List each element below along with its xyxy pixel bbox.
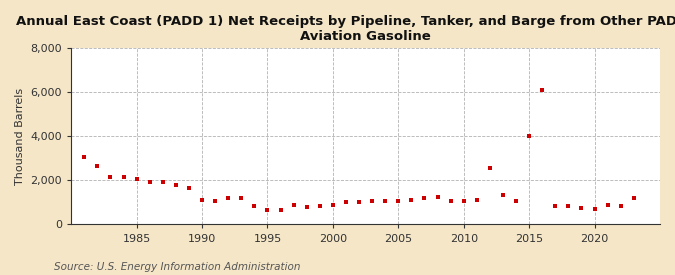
Point	[79, 155, 90, 160]
Point	[471, 198, 482, 202]
Y-axis label: Thousand Barrels: Thousand Barrels	[15, 88, 25, 185]
Point	[249, 204, 260, 208]
Point	[628, 196, 639, 200]
Point	[157, 179, 168, 184]
Text: Source: U.S. Energy Information Administration: Source: U.S. Energy Information Administ…	[54, 262, 300, 272]
Point	[196, 198, 207, 202]
Point	[131, 177, 142, 182]
Point	[589, 207, 600, 211]
Point	[458, 199, 469, 204]
Point	[537, 88, 547, 92]
Point	[210, 199, 221, 204]
Point	[144, 179, 155, 184]
Point	[236, 196, 246, 200]
Point	[550, 204, 561, 208]
Point	[602, 202, 613, 207]
Point	[432, 195, 443, 199]
Point	[511, 199, 522, 204]
Point	[576, 206, 587, 210]
Point	[184, 186, 194, 190]
Point	[367, 199, 377, 204]
Point	[315, 204, 325, 208]
Point	[341, 200, 352, 205]
Point	[485, 166, 495, 170]
Title: Annual East Coast (PADD 1) Net Receipts by Pipeline, Tanker, and Barge from Othe: Annual East Coast (PADD 1) Net Receipts …	[16, 15, 675, 43]
Point	[275, 208, 286, 212]
Point	[105, 175, 116, 179]
Point	[118, 175, 129, 179]
Point	[327, 202, 338, 207]
Point	[419, 196, 430, 200]
Point	[616, 204, 626, 208]
Point	[524, 134, 535, 139]
Point	[223, 196, 234, 200]
Point	[92, 164, 103, 168]
Point	[262, 208, 273, 212]
Point	[171, 183, 182, 187]
Point	[288, 202, 299, 207]
Point	[393, 199, 404, 204]
Point	[446, 199, 456, 204]
Point	[497, 192, 508, 197]
Point	[563, 204, 574, 208]
Point	[354, 200, 364, 205]
Point	[406, 198, 416, 202]
Point	[380, 199, 391, 204]
Point	[301, 205, 312, 209]
